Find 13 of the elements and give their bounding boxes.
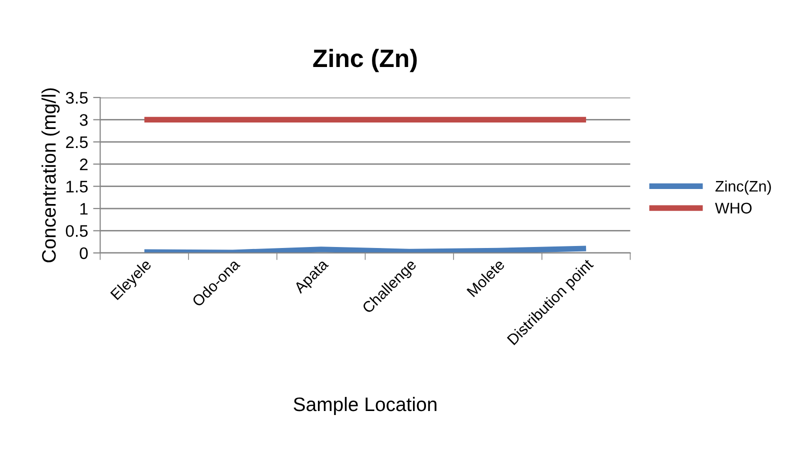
legend-label: WHO bbox=[715, 202, 752, 214]
y-tick-label: 2.5 bbox=[66, 136, 88, 148]
legend-label: Zinc(Zn) bbox=[715, 180, 771, 195]
chart-title: Zinc (Zn) bbox=[313, 48, 417, 72]
y-axis-title: Concentration (mg/l) bbox=[42, 88, 60, 262]
y-tick-label: 0 bbox=[80, 247, 88, 260]
y-tick-label: 1 bbox=[80, 203, 88, 215]
x-axis-title: Sample Location bbox=[294, 396, 436, 416]
y-tick-label: 0.5 bbox=[66, 225, 88, 237]
y-tick-label: 1.5 bbox=[66, 180, 88, 193]
y-tick-label: 3 bbox=[80, 114, 88, 126]
y-tick-label: 3.5 bbox=[66, 92, 88, 104]
y-tick-label: 2 bbox=[80, 158, 88, 170]
